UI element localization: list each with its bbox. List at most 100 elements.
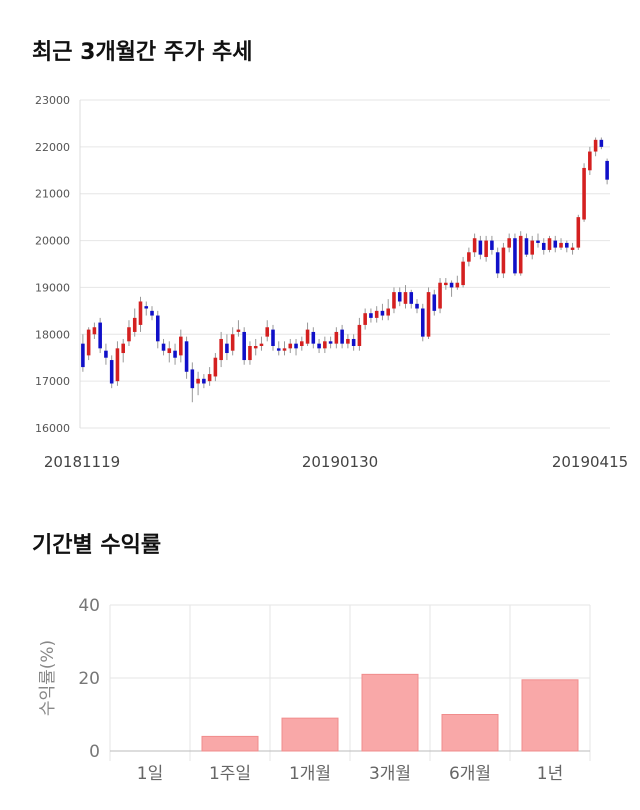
candle-body bbox=[570, 247, 575, 250]
candle-body bbox=[415, 303, 419, 309]
candle-body bbox=[507, 238, 511, 248]
candle-body bbox=[369, 313, 373, 318]
candle-body bbox=[582, 167, 586, 220]
candle-body bbox=[109, 360, 114, 384]
returns-bar bbox=[281, 717, 339, 752]
candle-body bbox=[467, 252, 471, 262]
returns-x-tick-label: 1개월 bbox=[289, 764, 331, 784]
price-y-tick-label: 20000 bbox=[35, 235, 70, 248]
candle-body bbox=[346, 338, 350, 344]
candle-body bbox=[374, 310, 379, 318]
candle-body bbox=[225, 343, 229, 354]
candle-body bbox=[386, 308, 390, 316]
candle-body bbox=[541, 242, 546, 250]
price-candles bbox=[81, 137, 609, 403]
candle-body bbox=[565, 242, 569, 248]
candle-body bbox=[161, 343, 166, 351]
candle-body bbox=[449, 282, 454, 288]
returns-title: 기간별 수익률 bbox=[32, 533, 162, 558]
candle-body bbox=[98, 322, 102, 349]
price-y-tick-label: 22000 bbox=[35, 141, 70, 154]
candle-body bbox=[461, 261, 465, 286]
candle-body bbox=[328, 341, 333, 344]
candle-body bbox=[363, 313, 367, 325]
returns-bar bbox=[201, 735, 259, 752]
candle-body bbox=[104, 350, 108, 358]
candle-body bbox=[115, 348, 120, 382]
price-x-tick-label: 20190415 bbox=[552, 453, 628, 471]
candle-body bbox=[484, 240, 488, 257]
returns-x-tick-label: 1년 bbox=[537, 764, 563, 784]
candle-body bbox=[409, 292, 414, 304]
returns-grid bbox=[109, 604, 591, 761]
candle-body bbox=[478, 240, 483, 255]
candle-body bbox=[167, 348, 172, 354]
candle-body bbox=[207, 374, 212, 382]
candle-body bbox=[196, 378, 200, 384]
candle-body bbox=[576, 217, 581, 248]
candle-body bbox=[288, 343, 293, 349]
candle-body bbox=[426, 292, 431, 337]
candle-body bbox=[317, 343, 321, 349]
candle-body bbox=[351, 338, 356, 346]
returns-x-tick-label: 1주일 bbox=[209, 764, 251, 784]
price-y-ticks: 16000 17000 18000 19000 20000 21000 22000 23000 bbox=[35, 94, 70, 435]
candle-body bbox=[202, 378, 206, 384]
candle-body bbox=[536, 240, 540, 243]
candle-body bbox=[271, 329, 275, 346]
candle-body bbox=[276, 348, 281, 351]
candle-body bbox=[518, 235, 523, 274]
candle-body bbox=[380, 310, 385, 316]
candle-body bbox=[300, 341, 304, 346]
candle-body bbox=[588, 151, 592, 171]
candle-body bbox=[121, 343, 125, 354]
candle-body bbox=[230, 334, 235, 351]
candle-body bbox=[553, 240, 558, 248]
price-x-ticks: 20181119 20190130 20190415 bbox=[44, 453, 628, 471]
returns-y-axis-label: 수익률(%) bbox=[38, 640, 58, 716]
returns-bars bbox=[201, 673, 579, 752]
price-trend-title: 최근 3개월간 주가 추세 bbox=[32, 40, 253, 65]
candle-body bbox=[265, 327, 270, 337]
candle-body bbox=[547, 238, 552, 250]
candle-body bbox=[311, 331, 316, 344]
candle-body bbox=[599, 139, 604, 147]
returns-bar bbox=[441, 714, 499, 752]
candle-body bbox=[294, 343, 298, 349]
returns-y-tick-label: 40 bbox=[78, 596, 100, 616]
candle-body bbox=[184, 341, 189, 372]
price-x-tick-label: 20181119 bbox=[44, 453, 120, 471]
candle-body bbox=[490, 240, 494, 250]
candle-body bbox=[472, 238, 477, 253]
price-y-tick-label: 16000 bbox=[35, 422, 70, 435]
candle-body bbox=[403, 292, 408, 304]
candle-body bbox=[92, 327, 97, 335]
candle-body bbox=[420, 308, 425, 337]
returns-x-ticks: 1일 1주일 1개월 3개월 6개월 1년 bbox=[137, 764, 563, 784]
candle-body bbox=[397, 292, 402, 302]
candle-body bbox=[248, 346, 252, 361]
candle-body bbox=[605, 160, 609, 180]
candle-body bbox=[524, 238, 529, 255]
candle-body bbox=[138, 301, 143, 325]
candle-body bbox=[593, 139, 598, 152]
candle-body bbox=[334, 331, 339, 344]
candle-body bbox=[144, 306, 149, 309]
candle-body bbox=[150, 310, 154, 316]
candle-body bbox=[236, 329, 241, 332]
price-y-tick-label: 18000 bbox=[35, 328, 70, 341]
candle-body bbox=[513, 238, 517, 274]
price-y-tick-label: 23000 bbox=[35, 94, 70, 107]
candle-body bbox=[219, 338, 223, 361]
price-candlestick-chart: 16000 17000 18000 19000 20000 21000 22000 23000… bbox=[35, 94, 628, 471]
candle-body bbox=[444, 282, 448, 286]
price-x-tick-label: 20190130 bbox=[302, 453, 378, 471]
returns-x-tick-label: 1일 bbox=[137, 764, 163, 784]
price-y-tick-label: 19000 bbox=[35, 281, 70, 294]
candle-body bbox=[501, 247, 506, 274]
candle-body bbox=[190, 369, 195, 389]
candle-body bbox=[132, 317, 137, 332]
price-y-tick-label: 21000 bbox=[35, 188, 70, 201]
candle-body bbox=[179, 336, 183, 356]
